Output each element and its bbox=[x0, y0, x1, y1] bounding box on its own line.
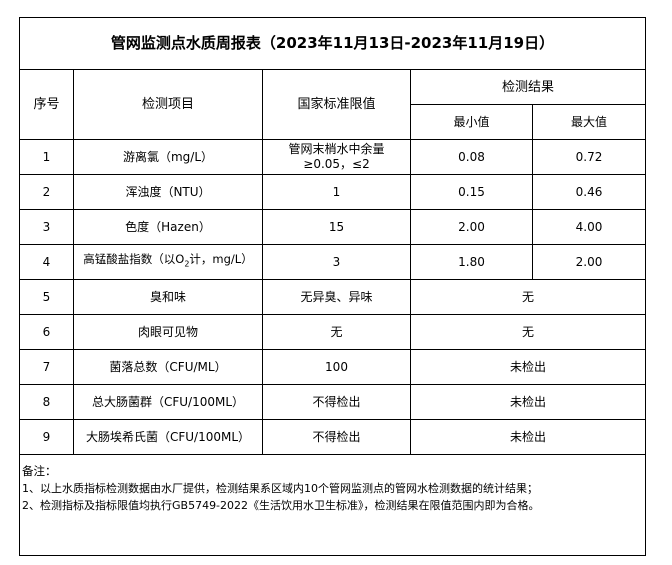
table-row: 9 大肠埃希氏菌（CFU/100ML） 不得检出 未检出 bbox=[19, 419, 647, 455]
notes-cell: 备注： 1、以上水质指标检测数据由水厂提供，检测结果系区域内10个管网监测点的管… bbox=[18, 454, 647, 556]
cell-standard: 100 bbox=[262, 349, 411, 385]
table-row: 6 肉眼可见物 无 无 bbox=[19, 314, 647, 350]
cell-standard: 无 bbox=[262, 314, 411, 350]
cell-max: 0.72 bbox=[531, 139, 647, 175]
item-subscript: 2 bbox=[184, 259, 190, 269]
cell-item: 色度（Hazen） bbox=[73, 209, 263, 245]
cell-max: 2.00 bbox=[531, 244, 647, 280]
notes-line-2: 2、检测指标及指标限值均执行GB5749-2022《生活饮用水卫生标准》，检测结… bbox=[22, 499, 540, 512]
header-min: 最小值 bbox=[410, 104, 533, 140]
cell-standard: 不得检出 bbox=[262, 384, 411, 420]
cell-seq: 9 bbox=[19, 419, 74, 455]
cell-item: 高锰酸盐指数（以O2计，mg/L） bbox=[73, 244, 263, 280]
cell-result: 未检出 bbox=[409, 349, 647, 385]
table-row: 3 色度（Hazen） 15 2.00 4.00 bbox=[19, 209, 647, 245]
cell-min: 0.15 bbox=[410, 174, 533, 210]
cell-result: 无 bbox=[409, 314, 647, 350]
cell-result: 未检出 bbox=[409, 419, 647, 455]
cell-item: 大肠埃希氏菌（CFU/100ML） bbox=[73, 419, 263, 455]
cell-standard: 不得检出 bbox=[262, 419, 411, 455]
cell-seq: 5 bbox=[19, 279, 74, 315]
table-row: 1 游离氯（mg/L） 管网末梢水中余量≥0.05，≤2 0.08 0.72 bbox=[19, 139, 647, 175]
cell-item: 总大肠菌群（CFU/100ML） bbox=[73, 384, 263, 420]
cell-standard: 15 bbox=[262, 209, 411, 245]
notes-label: 备注： bbox=[22, 464, 57, 478]
cell-max: 0.46 bbox=[531, 174, 647, 210]
cell-item: 肉眼可见物 bbox=[73, 314, 263, 350]
item-text: 高锰酸盐指数（以O bbox=[83, 252, 185, 267]
water-quality-report-table: 管网监测点水质周报表（2023年11月13日-2023年11月19日） 序号 检… bbox=[18, 17, 647, 556]
notes-line-1: 1、以上水质指标检测数据由水厂提供，检测结果系区域内10个管网监测点的管网水检测… bbox=[22, 482, 538, 495]
cell-item: 浑浊度（NTU） bbox=[73, 174, 263, 210]
cell-standard: 管网末梢水中余量≥0.05，≤2 bbox=[262, 139, 411, 175]
header-seq: 序号 bbox=[19, 69, 74, 140]
cell-item: 臭和味 bbox=[73, 279, 263, 315]
header-max: 最大值 bbox=[531, 104, 647, 140]
cell-item: 游离氯（mg/L） bbox=[73, 139, 263, 175]
cell-result: 未检出 bbox=[409, 384, 647, 420]
table-row: 8 总大肠菌群（CFU/100ML） 不得检出 未检出 bbox=[19, 384, 647, 420]
cell-seq: 1 bbox=[19, 139, 74, 175]
cell-seq: 3 bbox=[19, 209, 74, 245]
cell-item: 菌落总数（CFU/ML） bbox=[73, 349, 263, 385]
table-row: 2 浑浊度（NTU） 1 0.15 0.46 bbox=[19, 174, 647, 210]
cell-seq: 2 bbox=[19, 174, 74, 210]
header-result: 检测结果 bbox=[409, 69, 647, 105]
cell-standard: 1 bbox=[262, 174, 411, 210]
cell-min: 0.08 bbox=[410, 139, 533, 175]
cell-max: 4.00 bbox=[531, 209, 647, 245]
item-text: 计，mg/L） bbox=[189, 252, 253, 267]
table-row: 7 菌落总数（CFU/ML） 100 未检出 bbox=[19, 349, 647, 385]
cell-standard: 3 bbox=[262, 244, 411, 280]
cell-seq: 6 bbox=[19, 314, 74, 350]
cell-min: 1.80 bbox=[410, 244, 533, 280]
cell-seq: 7 bbox=[19, 349, 74, 385]
header-standard: 国家标准限值 bbox=[262, 69, 411, 140]
cell-standard: 无异臭、异味 bbox=[262, 279, 411, 315]
cell-seq: 4 bbox=[19, 244, 74, 280]
cell-seq: 8 bbox=[19, 384, 74, 420]
header-item: 检测项目 bbox=[73, 69, 263, 140]
table-row: 5 臭和味 无异臭、异味 无 bbox=[19, 279, 647, 315]
cell-result: 无 bbox=[409, 279, 647, 315]
table-row: 4 高锰酸盐指数（以O2计，mg/L） 3 1.80 2.00 bbox=[19, 244, 647, 280]
report-title: 管网监测点水质周报表（2023年11月13日-2023年11月19日） bbox=[18, 17, 647, 70]
cell-min: 2.00 bbox=[410, 209, 533, 245]
